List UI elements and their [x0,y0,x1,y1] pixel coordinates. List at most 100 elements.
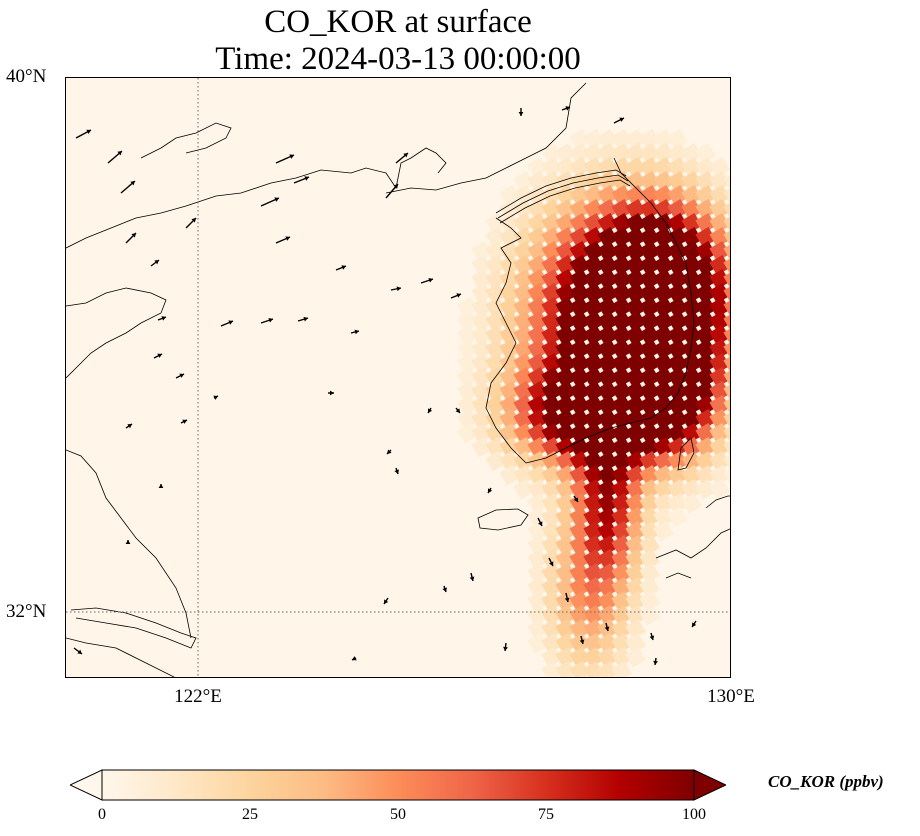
concentration-cell [625,604,646,626]
concentration-cell [569,366,590,388]
concentration-cell [639,268,660,290]
concentration-cell [611,548,632,570]
concentration-cell [541,282,562,304]
concentration-cell [471,436,492,458]
concentration-cell [541,422,562,444]
concentration-cell [569,436,590,458]
concentration-cell [569,324,590,346]
border-dmz [495,169,627,214]
concentration-cell [625,226,646,248]
concentration-cell [471,380,492,402]
concentration-cell [583,296,604,318]
concentration-cell [569,632,590,654]
concentration-cell [667,212,688,234]
concentration-cell [723,436,730,458]
concentration-cell [681,226,702,248]
wind-vector-arrow [573,495,579,503]
concentration-cell [611,212,632,234]
concentration-cell [611,534,632,556]
concentration-cell [597,576,618,598]
concentration-cell [555,268,576,290]
concentration-cell [695,212,716,234]
concentration-cell [569,520,590,542]
concentration-cell [625,464,646,486]
concentration-cell [611,338,632,360]
concentration-cell [541,366,562,388]
concentration-cell [625,296,646,318]
concentration-cell [499,254,520,276]
concentration-cell [583,618,604,640]
concentration-cell [709,436,730,458]
concentration-cell [653,422,674,444]
wind-vector-arrow [390,286,402,292]
concentration-cell [667,268,688,290]
concentration-cell [583,198,604,220]
concentration-cell [555,450,576,472]
concentration-cell [499,366,520,388]
concentration-cell [555,492,576,514]
concentration-cell [485,310,506,332]
concentration-cell [667,464,688,486]
wind-vector-arrow [613,117,625,124]
wind-vector-arrow [450,293,462,299]
concentration-cell [611,618,632,640]
concentration-cell [541,310,562,332]
concentration-cell [723,282,730,304]
concentration-cell [569,548,590,570]
concentration-cell [625,632,646,654]
concentration-cell [569,380,590,402]
concentration-cell [555,156,576,178]
concentration-cell [625,198,646,220]
wind-vector-arrow [73,647,83,655]
concentration-cell [639,534,660,556]
concentration-cell [541,380,562,402]
concentration-cell [597,380,618,402]
concentration-cell [625,352,646,374]
concentration-cell [527,506,548,528]
concentration-cell [639,548,660,570]
concentration-cell [625,380,646,402]
concentration-cell [653,408,674,430]
concentration-cell [457,366,478,388]
wind-vector-arrow [180,419,188,424]
concentration-cell [639,170,660,192]
concentration-cell [569,282,590,304]
coastline-korea-north [385,82,587,194]
concentration-cell [485,268,506,290]
colorbar [70,769,726,801]
concentration-cell [667,170,688,192]
concentration-cell [527,170,548,192]
concentration-cell [597,436,618,458]
concentration-cell [499,380,520,402]
concentration-cell [681,324,702,346]
concentration-cell [709,296,730,318]
concentration-cell [681,198,702,220]
concentration-cell [555,366,576,388]
concentration-cell [723,212,730,234]
concentration-cell [583,604,604,626]
concentration-cell [583,128,604,150]
concentration-cell [653,156,674,178]
wind-vector-arrow [260,317,274,324]
concentration-cell [709,156,730,178]
wind-vector-arrow [395,152,409,164]
concentration-cell [611,282,632,304]
concentration-cell [569,338,590,360]
concentration-cell [625,422,646,444]
concentration-cell [527,338,548,360]
concentration-cell [667,436,688,458]
concentration-cell [653,184,674,206]
concentration-cell [527,268,548,290]
concentration-cell [625,548,646,570]
concentration-cell [485,226,506,248]
concentration-cell [583,464,604,486]
coastline-liaodong [140,122,232,159]
concentration-cell [639,520,660,542]
concentration-cell [667,380,688,402]
concentration-cell [569,198,590,220]
concentration-cell [597,492,618,514]
concentration-cell [667,128,688,150]
map-panel[interactable] [65,77,731,678]
concentration-cell [625,590,646,612]
concentration-cell [569,450,590,472]
